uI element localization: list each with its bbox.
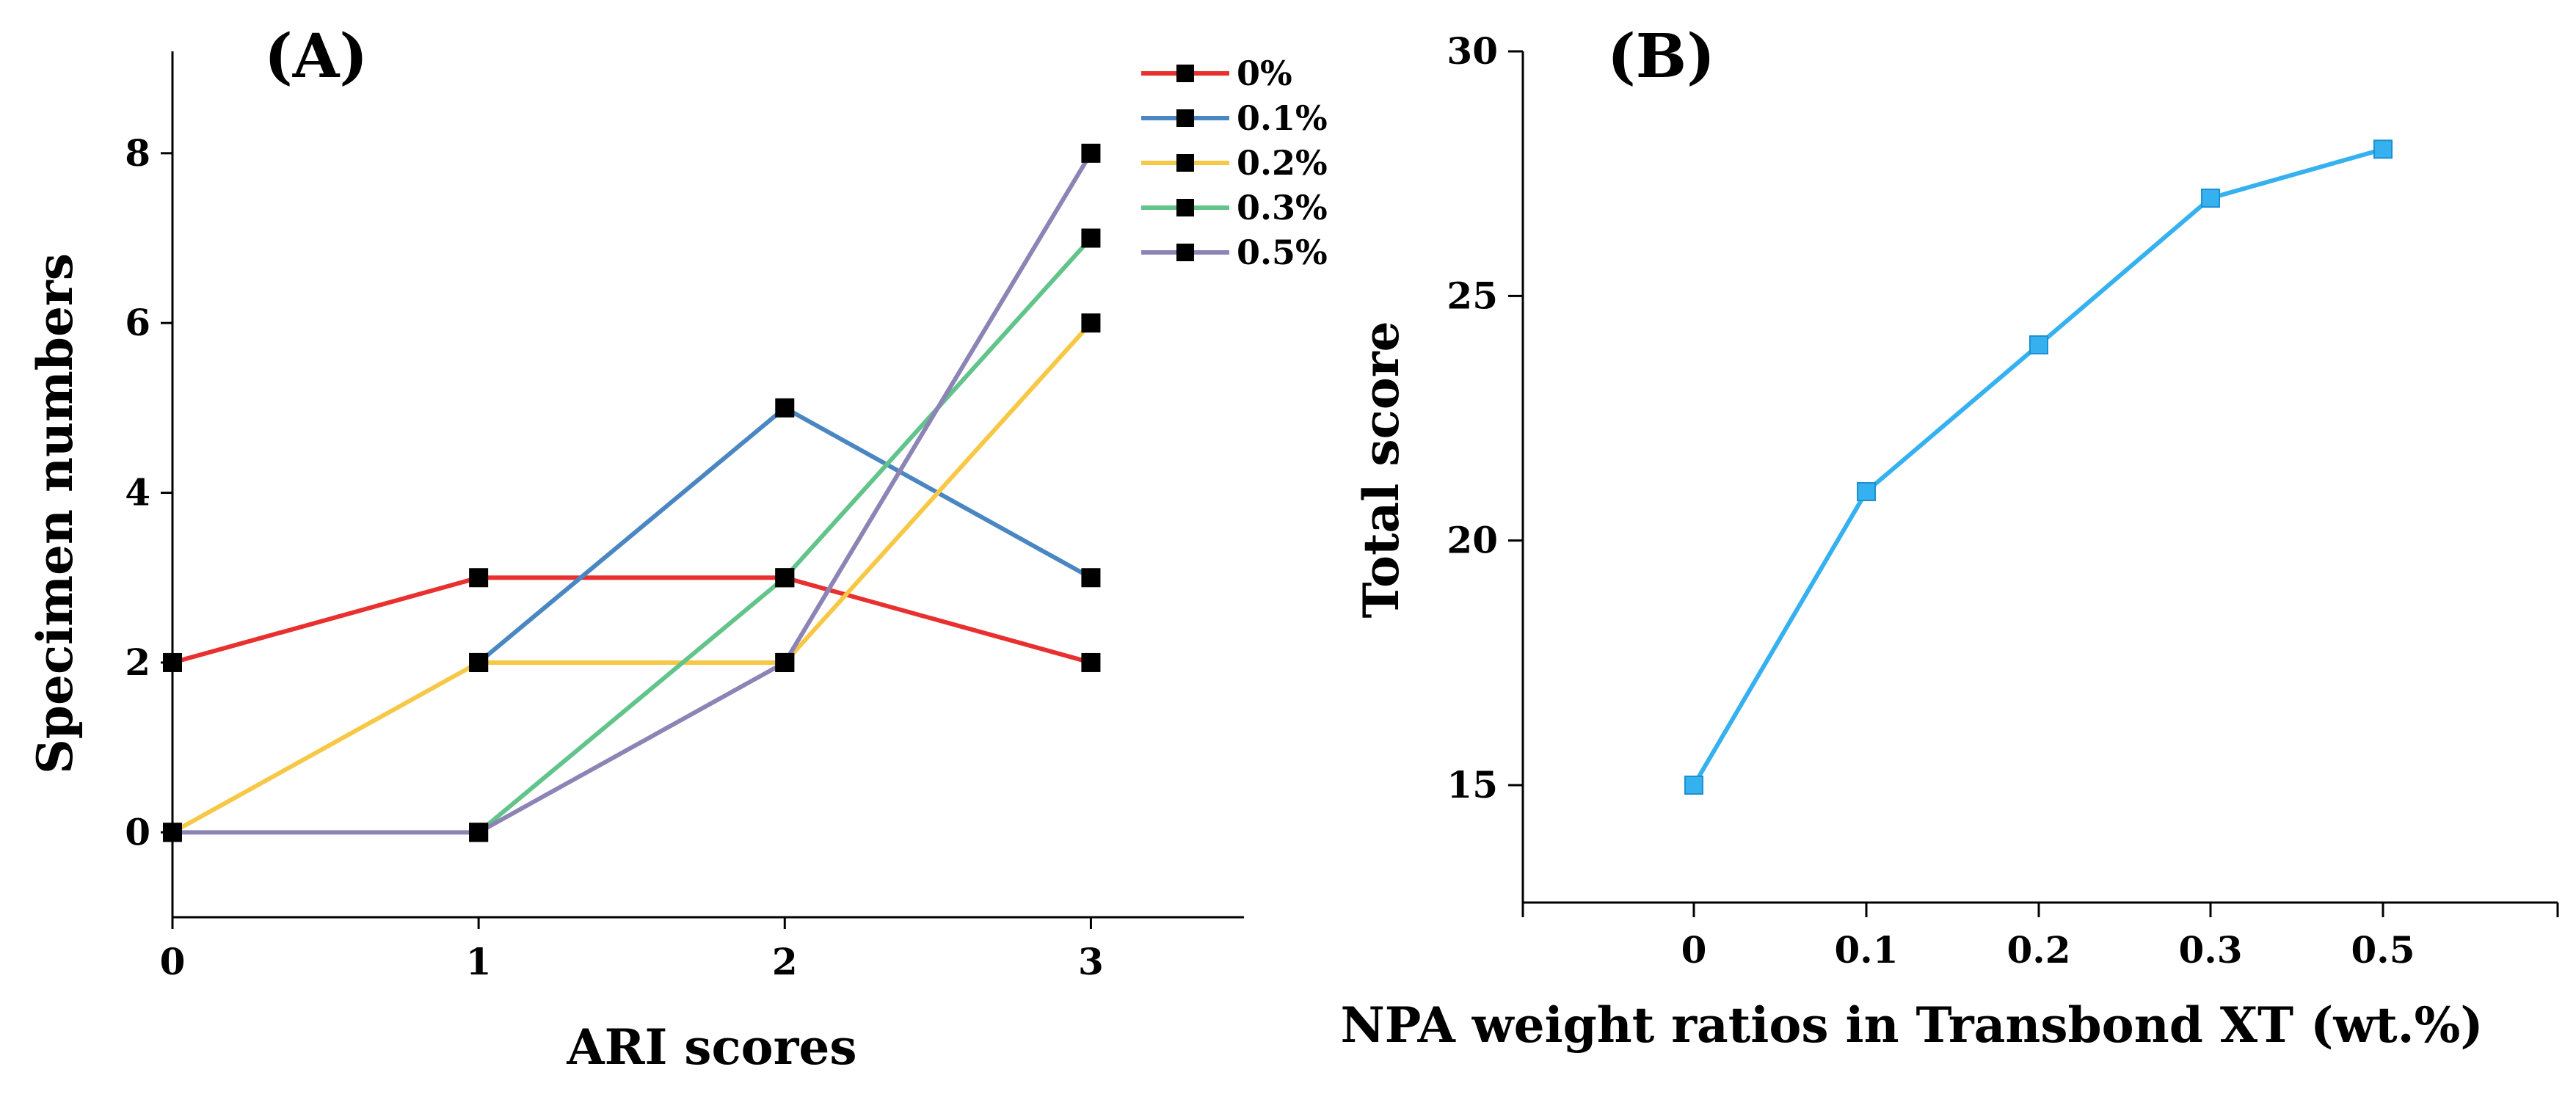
legend-marker-0.2%: [1176, 154, 1194, 172]
data-point-0%: [469, 568, 489, 588]
panel-b-y-tick-label: 25: [1447, 274, 1498, 317]
legend-label-0.2%: 0.2%: [1237, 143, 1328, 183]
legend-marker-0.5%: [1176, 244, 1194, 261]
data-point-0.2%: [469, 652, 489, 672]
panel-b-x-tick-label: 0.3: [2179, 928, 2243, 972]
panel-b-x-tick-label: 0: [1681, 928, 1707, 972]
series-line-0.1%: [477, 405, 1092, 665]
panel-b-ylabel: Total score: [1353, 321, 1410, 619]
data-point-0%: [1081, 652, 1101, 672]
panel-b-xlabel: NPA weight ratios in Transbond XT (wt.%): [1340, 996, 2483, 1054]
data-point-0.1%: [1081, 568, 1101, 588]
data-point-0%: [163, 652, 182, 672]
panel-b-y-tick-label: 15: [1447, 763, 1498, 806]
series-line-0%: [172, 575, 1092, 665]
total-score-line: [1692, 147, 2384, 787]
legend-label-0.3%: 0.3%: [1237, 188, 1328, 227]
panel-a-label: (A): [264, 21, 368, 92]
data-point-0.2%: [1081, 313, 1101, 333]
legend-marker-0.1%: [1176, 109, 1194, 127]
data-point-0.5%: [775, 652, 795, 672]
legend-label-0.5%: 0.5%: [1237, 233, 1328, 272]
panel-b-chart: (B) NPA weight ratios in Transbond XT (w…: [1340, 21, 2559, 1054]
data-point-0.5%: [1081, 143, 1101, 163]
panel-a-y-tick-label: 2: [125, 641, 150, 684]
legend-label-0%: 0%: [1237, 54, 1292, 93]
series-line-0.2%: [171, 321, 1093, 834]
panel-a-xlabel: ARI scores: [566, 1018, 856, 1076]
legend-label-0.1%: 0.1%: [1237, 98, 1328, 138]
data-point-0.3%: [775, 568, 795, 588]
panel-b-x-tick-label: 0.1: [1835, 928, 1899, 972]
panel-a-x-tick-label: 2: [772, 940, 798, 983]
total-score-point: [2373, 139, 2393, 159]
total-score-point: [2201, 189, 2220, 208]
panel-b-label: (B): [1607, 21, 1715, 92]
panel-a-y-tick-label: 6: [125, 301, 150, 344]
panel-a-ylabel: Specimen numbers: [26, 253, 84, 774]
panel-a-y-tick-label: 4: [125, 471, 150, 514]
series-line-0.3%: [477, 236, 1093, 834]
panel-a-x-tick-label: 0: [160, 940, 186, 983]
panel-b-x-tick-label: 0.2: [2007, 928, 2071, 972]
data-point-0.1%: [775, 398, 795, 418]
panel-a-x-tick-label: 3: [1078, 940, 1104, 983]
panel-a-y-tick-label: 0: [125, 810, 150, 853]
panel-a-chart: (A) ARI scores Specimen numbers 0 1 2 3 0 2 4 6…: [26, 21, 1328, 1076]
panel-a-x-tick-label: 1: [466, 940, 492, 983]
total-score-point: [1857, 482, 1876, 501]
total-score-point: [1684, 776, 1703, 795]
total-score-point: [2029, 335, 2048, 354]
panel-b-x-tick-label: 0.5: [2351, 928, 2415, 972]
data-point-0.5%: [163, 823, 182, 842]
data-point-0.3%: [1081, 228, 1101, 248]
panel-b-y-tick-label: 20: [1447, 519, 1498, 562]
data-point-0.5%: [469, 823, 489, 842]
series-line-0.5%: [172, 152, 1093, 835]
panel-b-y-tick-label: 30: [1447, 29, 1498, 73]
panel-a-y-tick-label: 8: [125, 131, 150, 175]
legend-marker-0.3%: [1176, 199, 1194, 216]
legend-marker-0%: [1176, 65, 1194, 82]
